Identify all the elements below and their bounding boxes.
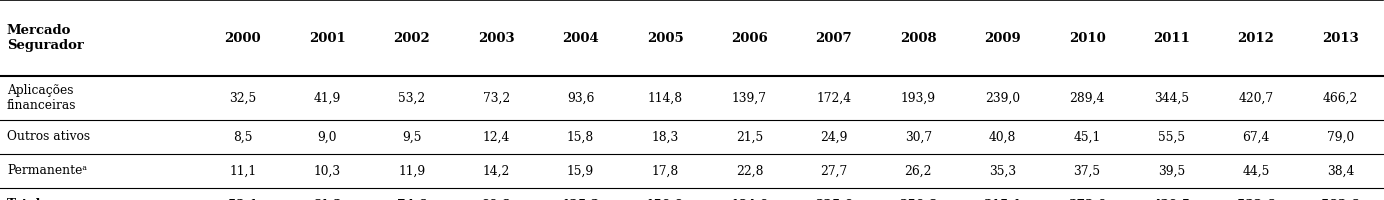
Text: 27,7: 27,7 [821,164,847,178]
Text: 11,1: 11,1 [230,164,256,178]
Text: 2009: 2009 [984,31,1021,45]
Text: 32,5: 32,5 [230,92,256,104]
Text: 2013: 2013 [1322,31,1359,45]
Text: 15,9: 15,9 [567,164,594,178]
Text: 18,3: 18,3 [652,130,678,144]
Text: 26,2: 26,2 [905,164,931,178]
Text: 372,0: 372,0 [1068,198,1106,200]
Text: 172,4: 172,4 [817,92,851,104]
Text: 315,1: 315,1 [984,198,1021,200]
Text: Mercado
Segurador: Mercado Segurador [7,24,84,52]
Text: 45,1: 45,1 [1074,130,1100,144]
Text: 24,9: 24,9 [821,130,847,144]
Text: 44,5: 44,5 [1243,164,1269,178]
Text: 2011: 2011 [1153,31,1190,45]
Text: 35,3: 35,3 [990,164,1016,178]
Text: Total: Total [7,198,42,200]
Text: 11,9: 11,9 [399,164,425,178]
Text: 41,9: 41,9 [314,92,340,104]
Text: 9,5: 9,5 [401,130,422,144]
Text: 40,8: 40,8 [990,130,1016,144]
Text: 37,5: 37,5 [1074,164,1100,178]
Text: 2012: 2012 [1237,31,1275,45]
Text: 79,0: 79,0 [1327,130,1354,144]
Text: 9,0: 9,0 [317,130,338,144]
Text: 14,2: 14,2 [483,164,509,178]
Text: 2002: 2002 [393,31,430,45]
Text: 53,2: 53,2 [399,92,425,104]
Text: 93,6: 93,6 [567,92,594,104]
Text: 21,5: 21,5 [736,130,763,144]
Text: Aplicações
financeiras: Aplicações financeiras [7,84,76,112]
Text: 125,3: 125,3 [562,198,599,200]
Text: 73,2: 73,2 [483,92,509,104]
Text: 8,5: 8,5 [233,130,253,144]
Text: 12,4: 12,4 [483,130,509,144]
Text: 289,4: 289,4 [1070,92,1104,104]
Text: 439,5: 439,5 [1153,198,1190,200]
Text: 2004: 2004 [562,31,599,45]
Text: 583,6: 583,6 [1322,198,1359,200]
Text: 532,6: 532,6 [1237,198,1275,200]
Text: 2008: 2008 [900,31,937,45]
Text: 420,7: 420,7 [1239,92,1273,104]
Text: 139,7: 139,7 [732,92,767,104]
Text: 2010: 2010 [1068,31,1106,45]
Text: 2000: 2000 [224,31,262,45]
Text: 10,3: 10,3 [314,164,340,178]
Text: 2006: 2006 [731,31,768,45]
Text: 74,6: 74,6 [397,198,426,200]
Text: 61,2: 61,2 [313,198,342,200]
Text: 67,4: 67,4 [1243,130,1269,144]
Text: 52,1: 52,1 [228,198,257,200]
Text: 250,8: 250,8 [900,198,937,200]
Text: 55,5: 55,5 [1158,130,1185,144]
Text: 239,0: 239,0 [985,92,1020,104]
Text: 150,9: 150,9 [646,198,684,200]
Text: 2003: 2003 [477,31,515,45]
Text: 2007: 2007 [815,31,853,45]
Text: 22,8: 22,8 [736,164,763,178]
Text: 344,5: 344,5 [1154,92,1189,104]
Text: Permanenteᵃ: Permanenteᵃ [7,164,87,178]
Text: 184,0: 184,0 [731,198,768,200]
Text: 466,2: 466,2 [1323,92,1358,104]
Text: 114,8: 114,8 [648,92,682,104]
Text: 15,8: 15,8 [567,130,594,144]
Text: 225,0: 225,0 [815,198,853,200]
Text: 99,8: 99,8 [482,198,511,200]
Text: Outros ativos: Outros ativos [7,130,90,144]
Text: 30,7: 30,7 [905,130,931,144]
Text: 38,4: 38,4 [1327,164,1354,178]
Text: 2001: 2001 [309,31,346,45]
Text: 193,9: 193,9 [901,92,936,104]
Text: 39,5: 39,5 [1158,164,1185,178]
Text: 2005: 2005 [646,31,684,45]
Text: 17,8: 17,8 [652,164,678,178]
